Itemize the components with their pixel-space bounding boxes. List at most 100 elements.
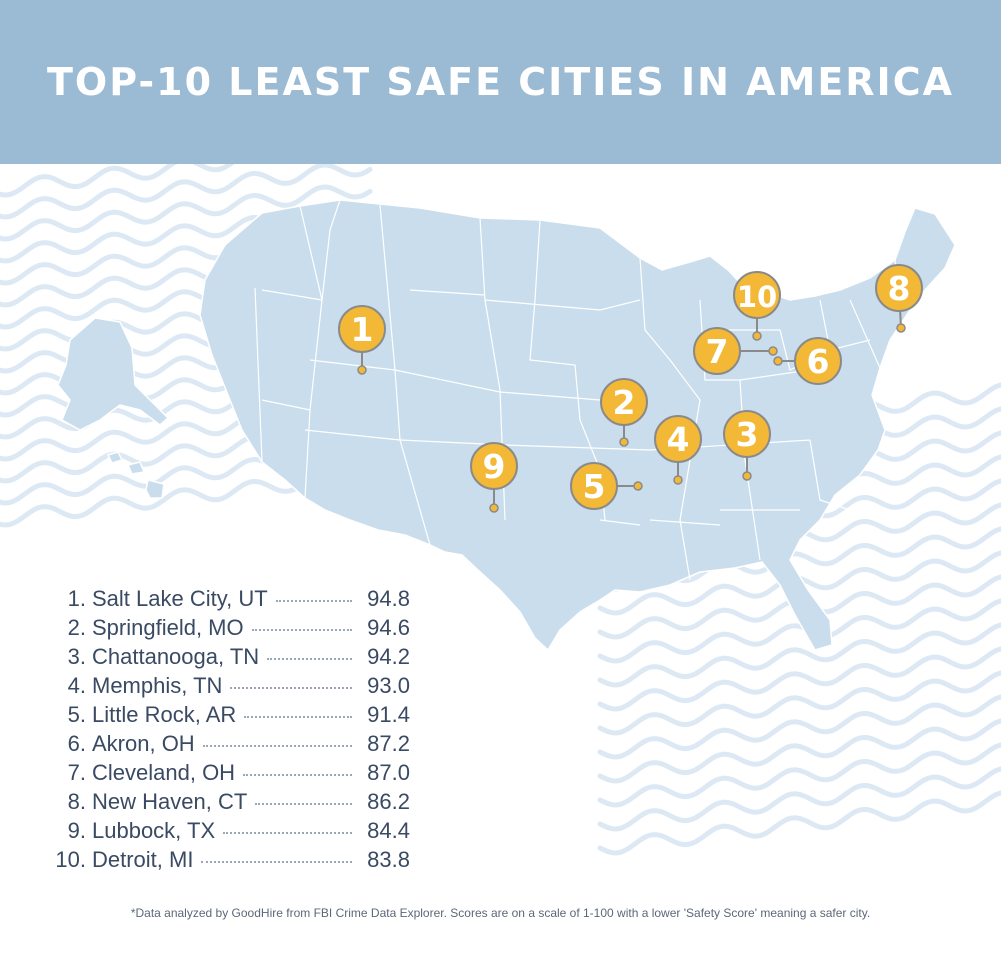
ranking-row: 1. Salt Lake City, UT 94.8 bbox=[40, 586, 410, 615]
rank-number: 2. bbox=[67, 615, 86, 640]
dot-leader bbox=[251, 629, 352, 631]
safety-score: 87.0 bbox=[367, 760, 410, 785]
footnote: *Data analyzed by GoodHire from FBI Crim… bbox=[130, 906, 871, 920]
rank-number: 3. bbox=[67, 644, 86, 669]
rank-number: 6. bbox=[67, 731, 86, 756]
rank-badge bbox=[794, 337, 842, 385]
city-marker: 8 bbox=[875, 264, 923, 333]
rank-badge-number: 7 bbox=[706, 332, 729, 371]
ranking-row: 2. Springfield, MO 94.6 bbox=[40, 615, 410, 644]
dot-leader bbox=[244, 716, 352, 718]
wave-line bbox=[597, 550, 1001, 616]
rank-badge bbox=[570, 462, 618, 510]
safety-score: 93.0 bbox=[367, 673, 410, 698]
wave-line bbox=[597, 766, 1001, 832]
ranking-row: 5. Little Rock, AR 91.4 bbox=[40, 702, 410, 731]
city-location-dot bbox=[773, 356, 783, 366]
dot-leader bbox=[255, 803, 352, 805]
wave-line bbox=[597, 742, 1001, 808]
dot-leader bbox=[223, 832, 352, 834]
city-location-dot bbox=[619, 437, 629, 447]
city-name: Lubbock, TX bbox=[92, 818, 216, 843]
wave-line bbox=[597, 670, 1001, 736]
city-marker: 9 bbox=[470, 442, 518, 513]
ranking-row: 8. New Haven, CT 86.2 bbox=[40, 789, 410, 818]
rank-number: 5. bbox=[67, 702, 86, 727]
rank-number: 9. bbox=[67, 818, 86, 843]
rank-badge bbox=[600, 378, 648, 426]
city-marker: 3 bbox=[723, 410, 771, 481]
safety-score: 91.4 bbox=[367, 702, 410, 727]
safety-score: 94.2 bbox=[367, 644, 410, 669]
rank-badge bbox=[338, 305, 386, 353]
safety-score: 87.2 bbox=[367, 731, 410, 756]
city-marker: 5 bbox=[570, 462, 643, 510]
page-title: TOP-10 LEAST SAFE CITIES IN AMERICA bbox=[46, 60, 954, 104]
city-name: Cleveland, OH bbox=[92, 760, 236, 785]
ranking-row: 6. Akron, OH 87.2 bbox=[40, 731, 410, 760]
rank-badge bbox=[733, 271, 781, 319]
city-name: Memphis, TN bbox=[92, 673, 223, 698]
rank-number: 7. bbox=[67, 760, 86, 785]
city-location-dot bbox=[752, 331, 762, 341]
ranking-list: 1. Salt Lake City, UT 94.8 2. Springfield, … bbox=[40, 586, 410, 876]
city-location-dot bbox=[896, 323, 906, 333]
wave-line bbox=[597, 790, 1001, 856]
rank-badge bbox=[875, 264, 923, 312]
ranking-row: 3. Chattanooga, TN 94.2 bbox=[40, 644, 410, 673]
wave-line bbox=[597, 622, 1001, 688]
dot-leader bbox=[230, 687, 352, 689]
city-marker: 2 bbox=[600, 378, 648, 447]
wave-line bbox=[597, 694, 1001, 760]
city-location-dot bbox=[673, 475, 683, 485]
title-banner: TOP-10 LEAST SAFE CITIES IN AMERICA bbox=[0, 0, 1001, 164]
city-location-dot bbox=[357, 365, 367, 375]
rank-badge bbox=[654, 415, 702, 463]
city-marker: 6 bbox=[773, 337, 842, 385]
rank-badge-number: 10 bbox=[737, 280, 777, 314]
city-marker: 10 bbox=[733, 271, 781, 341]
hawaii-shape bbox=[106, 451, 165, 499]
city-name: Chattanooga, TN bbox=[92, 644, 260, 669]
rank-badge bbox=[693, 327, 741, 375]
rank-badge-number: 2 bbox=[613, 383, 636, 422]
wave-line bbox=[597, 718, 1001, 784]
safety-score: 94.6 bbox=[367, 615, 410, 640]
safety-score: 86.2 bbox=[367, 789, 410, 814]
dot-leader bbox=[202, 745, 352, 747]
rank-badge-number: 1 bbox=[351, 310, 374, 349]
rank-badge bbox=[470, 442, 518, 490]
rank-number: 4. bbox=[67, 673, 86, 698]
alaska-shape bbox=[57, 317, 170, 431]
dot-leader bbox=[243, 774, 352, 776]
wave-line bbox=[597, 646, 1001, 712]
wave-line bbox=[0, 164, 373, 220]
rank-number: 8. bbox=[67, 789, 86, 814]
safety-score: 94.8 bbox=[367, 586, 410, 611]
city-name: Detroit, MI bbox=[92, 847, 194, 872]
rank-badge-number: 5 bbox=[583, 467, 606, 506]
rank-badge-number: 9 bbox=[483, 447, 506, 486]
rank-badge-number: 3 bbox=[736, 415, 759, 454]
city-location-dot bbox=[768, 346, 778, 356]
safety-score: 84.4 bbox=[367, 818, 410, 843]
dot-leader bbox=[275, 600, 352, 602]
city-name: Salt Lake City, UT bbox=[92, 586, 268, 611]
dot-leader bbox=[267, 658, 352, 660]
ranking-row: 7. Cleveland, OH 87.0 bbox=[40, 760, 410, 789]
ranking-row: 4. Memphis, TN 93.0 bbox=[40, 673, 410, 702]
ranking-row: 10. Detroit, MI 83.8 bbox=[40, 847, 410, 876]
rank-number: 10. bbox=[55, 847, 86, 872]
city-markers: 1 2 3 4 5 6 7 8 9 10 bbox=[338, 264, 923, 513]
rank-badge bbox=[723, 410, 771, 458]
city-marker: 4 bbox=[654, 415, 702, 485]
city-marker: 1 bbox=[338, 305, 386, 375]
wave-line bbox=[0, 164, 235, 198]
dot-leader bbox=[201, 861, 352, 863]
rank-badge-number: 8 bbox=[888, 269, 911, 308]
rank-badge-number: 4 bbox=[667, 420, 690, 459]
city-name: Springfield, MO bbox=[92, 615, 244, 640]
rank-badge-number: 6 bbox=[807, 342, 830, 381]
city-name: New Haven, CT bbox=[92, 789, 248, 814]
city-location-dot bbox=[742, 471, 752, 481]
